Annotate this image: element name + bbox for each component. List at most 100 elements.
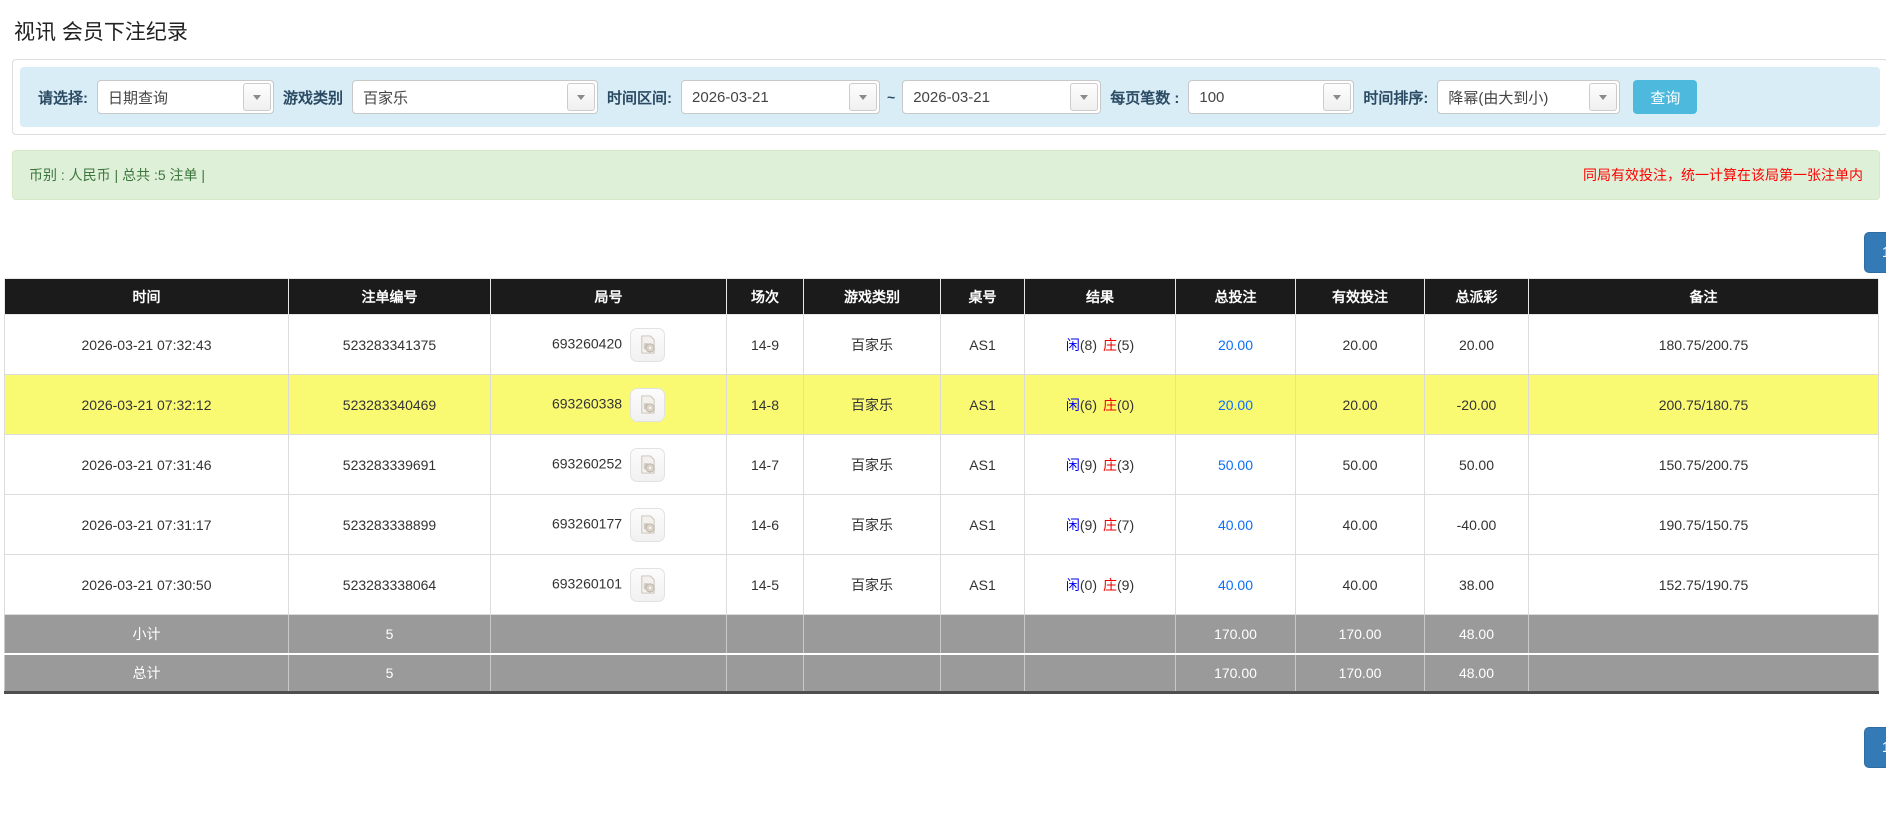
chevron-down-icon[interactable] bbox=[1589, 83, 1618, 111]
page-size-value: 100 bbox=[1199, 88, 1225, 106]
cell-total-bet: 20.00 bbox=[1175, 314, 1296, 375]
cell-bet-id: 523283338064 bbox=[288, 554, 491, 615]
cell-round: 693260338 bbox=[490, 374, 727, 435]
video-file-icon bbox=[641, 395, 655, 414]
game-category-label: 游戏类别 bbox=[283, 89, 344, 107]
pagination-top: 1 bbox=[0, 232, 1886, 273]
date-range-label: 时间区间: bbox=[607, 89, 673, 107]
cell-payout: 50.00 bbox=[1424, 434, 1529, 495]
cell-payout: 38.00 bbox=[1424, 554, 1529, 615]
subtotal-total-bet: 170.00 bbox=[1175, 614, 1296, 654]
date-to-combobox[interactable]: 2026-03-21 bbox=[902, 80, 1102, 114]
cell-round: 693260101 bbox=[490, 554, 727, 615]
round-number: 693260101 bbox=[551, 575, 623, 592]
cell-time: 2026-03-21 07:31:46 bbox=[4, 434, 289, 495]
query-type-combobox[interactable]: 日期查询 bbox=[97, 80, 274, 114]
cell-table: AS1 bbox=[940, 434, 1025, 495]
chevron-down-icon[interactable] bbox=[567, 83, 596, 111]
total-bet-link[interactable]: 40.00 bbox=[1217, 576, 1254, 593]
game-category-combobox[interactable]: 百家乐 bbox=[352, 80, 599, 114]
cell-total-bet: 50.00 bbox=[1175, 434, 1296, 495]
chevron-down-icon[interactable] bbox=[849, 83, 878, 111]
round-number: 693260338 bbox=[551, 395, 623, 412]
cell-round: 693260177 bbox=[490, 494, 727, 555]
cell-session: 14-7 bbox=[726, 434, 804, 495]
cell-bet-id: 523283338899 bbox=[288, 494, 491, 555]
col-result: 结果 bbox=[1024, 278, 1176, 315]
cell-table: AS1 bbox=[940, 554, 1025, 615]
grand-total-row: 总计 5 170.00 170.00 48.00 bbox=[4, 652, 1879, 693]
pagination-bottom: 1 bbox=[0, 727, 1886, 768]
currency-total-text: 币别 : 人民币 | 总共 :5 注单 | bbox=[29, 167, 206, 183]
cell-total-bet: 20.00 bbox=[1175, 374, 1296, 435]
banker-score: (3) bbox=[1117, 456, 1135, 473]
chevron-down-icon[interactable] bbox=[1070, 83, 1099, 111]
total-bet-link[interactable]: 20.00 bbox=[1217, 396, 1254, 413]
cell-remark: 152.75/190.75 bbox=[1528, 554, 1879, 615]
banker-score: (9) bbox=[1117, 576, 1135, 593]
col-total-bet: 总投注 bbox=[1175, 278, 1296, 315]
cell-game: 百家乐 bbox=[803, 314, 941, 375]
video-replay-button[interactable] bbox=[630, 327, 666, 362]
cell-round: 693260252 bbox=[490, 434, 727, 495]
date-to-value: 2026-03-21 bbox=[913, 88, 990, 106]
col-payout: 总派彩 bbox=[1424, 278, 1529, 315]
table-row: 2026-03-21 07:32:43 523283341375 6932604… bbox=[4, 314, 1879, 375]
cell-time: 2026-03-21 07:30:50 bbox=[4, 554, 289, 615]
date-from-combobox[interactable]: 2026-03-21 bbox=[681, 80, 881, 114]
empty-cell bbox=[803, 614, 941, 654]
cell-table: AS1 bbox=[940, 314, 1025, 375]
time-sort-combobox[interactable]: 降幂(由大到小) bbox=[1437, 80, 1621, 114]
empty-cell bbox=[1024, 652, 1176, 693]
chevron-down-icon[interactable] bbox=[1323, 83, 1352, 111]
banker-result: 庄 bbox=[1103, 516, 1117, 533]
cell-valid-bet: 40.00 bbox=[1295, 554, 1425, 615]
game-category-value: 百家乐 bbox=[363, 89, 409, 107]
banker-score: (0) bbox=[1117, 396, 1135, 413]
table-header-row: 时间 注单编号 局号 场次 游戏类别 桌号 结果 总投注 有效投注 总派彩 备注 bbox=[4, 278, 1879, 315]
total-bet-link[interactable]: 50.00 bbox=[1217, 456, 1254, 473]
chevron-down-icon[interactable] bbox=[243, 83, 271, 111]
col-session: 场次 bbox=[726, 278, 804, 315]
cell-remark: 200.75/180.75 bbox=[1528, 374, 1879, 435]
video-replay-button[interactable] bbox=[630, 387, 666, 422]
search-button[interactable]: 查询 bbox=[1633, 80, 1698, 114]
cell-session: 14-8 bbox=[726, 374, 804, 435]
cell-remark: 180.75/200.75 bbox=[1528, 314, 1879, 375]
caret-down-icon bbox=[577, 94, 586, 100]
cell-result: 闲(9) 庄(3) bbox=[1024, 434, 1176, 495]
empty-cell bbox=[1528, 652, 1879, 693]
page-1-button[interactable]: 1 bbox=[1864, 727, 1886, 768]
video-replay-button[interactable] bbox=[630, 507, 666, 542]
cell-total-bet: 40.00 bbox=[1175, 494, 1296, 555]
filter-bar: 请选择: 日期查询 游戏类别 百家乐 时间区间: 2026-03-21 ~ 20… bbox=[20, 67, 1880, 127]
cell-time: 2026-03-21 07:31:17 bbox=[4, 494, 289, 555]
cell-game: 百家乐 bbox=[803, 434, 941, 495]
video-replay-button[interactable] bbox=[630, 567, 666, 602]
video-replay-button[interactable] bbox=[630, 447, 666, 482]
filter-panel: 请选择: 日期查询 游戏类别 百家乐 时间区间: 2026-03-21 ~ 20… bbox=[12, 59, 1886, 135]
total-bet-link[interactable]: 20.00 bbox=[1217, 336, 1254, 353]
cell-result: 闲(8) 庄(5) bbox=[1024, 314, 1176, 375]
player-score: (6) bbox=[1079, 396, 1097, 413]
cell-result: 闲(0) 庄(9) bbox=[1024, 554, 1176, 615]
cell-payout: 20.00 bbox=[1424, 314, 1529, 375]
cell-session: 14-9 bbox=[726, 314, 804, 375]
cell-payout: -40.00 bbox=[1424, 494, 1529, 555]
caret-down-icon bbox=[1599, 94, 1608, 100]
table-row: 2026-03-21 07:31:46 523283339691 6932602… bbox=[4, 434, 1879, 495]
page-1-button[interactable]: 1 bbox=[1864, 232, 1886, 273]
total-bet-link[interactable]: 40.00 bbox=[1217, 516, 1254, 533]
cell-session: 14-6 bbox=[726, 494, 804, 555]
page-title: 视讯 会员下注纪录 bbox=[14, 21, 188, 44]
time-sort-label: 时间排序: bbox=[1363, 89, 1429, 107]
video-file-icon bbox=[641, 515, 655, 534]
page-size-combobox[interactable]: 100 bbox=[1188, 80, 1355, 114]
cell-table: AS1 bbox=[940, 374, 1025, 435]
cell-game: 百家乐 bbox=[803, 554, 941, 615]
empty-cell bbox=[1024, 614, 1176, 654]
caret-down-icon bbox=[1080, 94, 1089, 100]
cell-valid-bet: 40.00 bbox=[1295, 494, 1425, 555]
summary-bar: 币别 : 人民币 | 总共 :5 注单 | 同局有效投注，统一计算在该局第一张注… bbox=[12, 150, 1880, 200]
caret-down-icon bbox=[1333, 94, 1342, 100]
